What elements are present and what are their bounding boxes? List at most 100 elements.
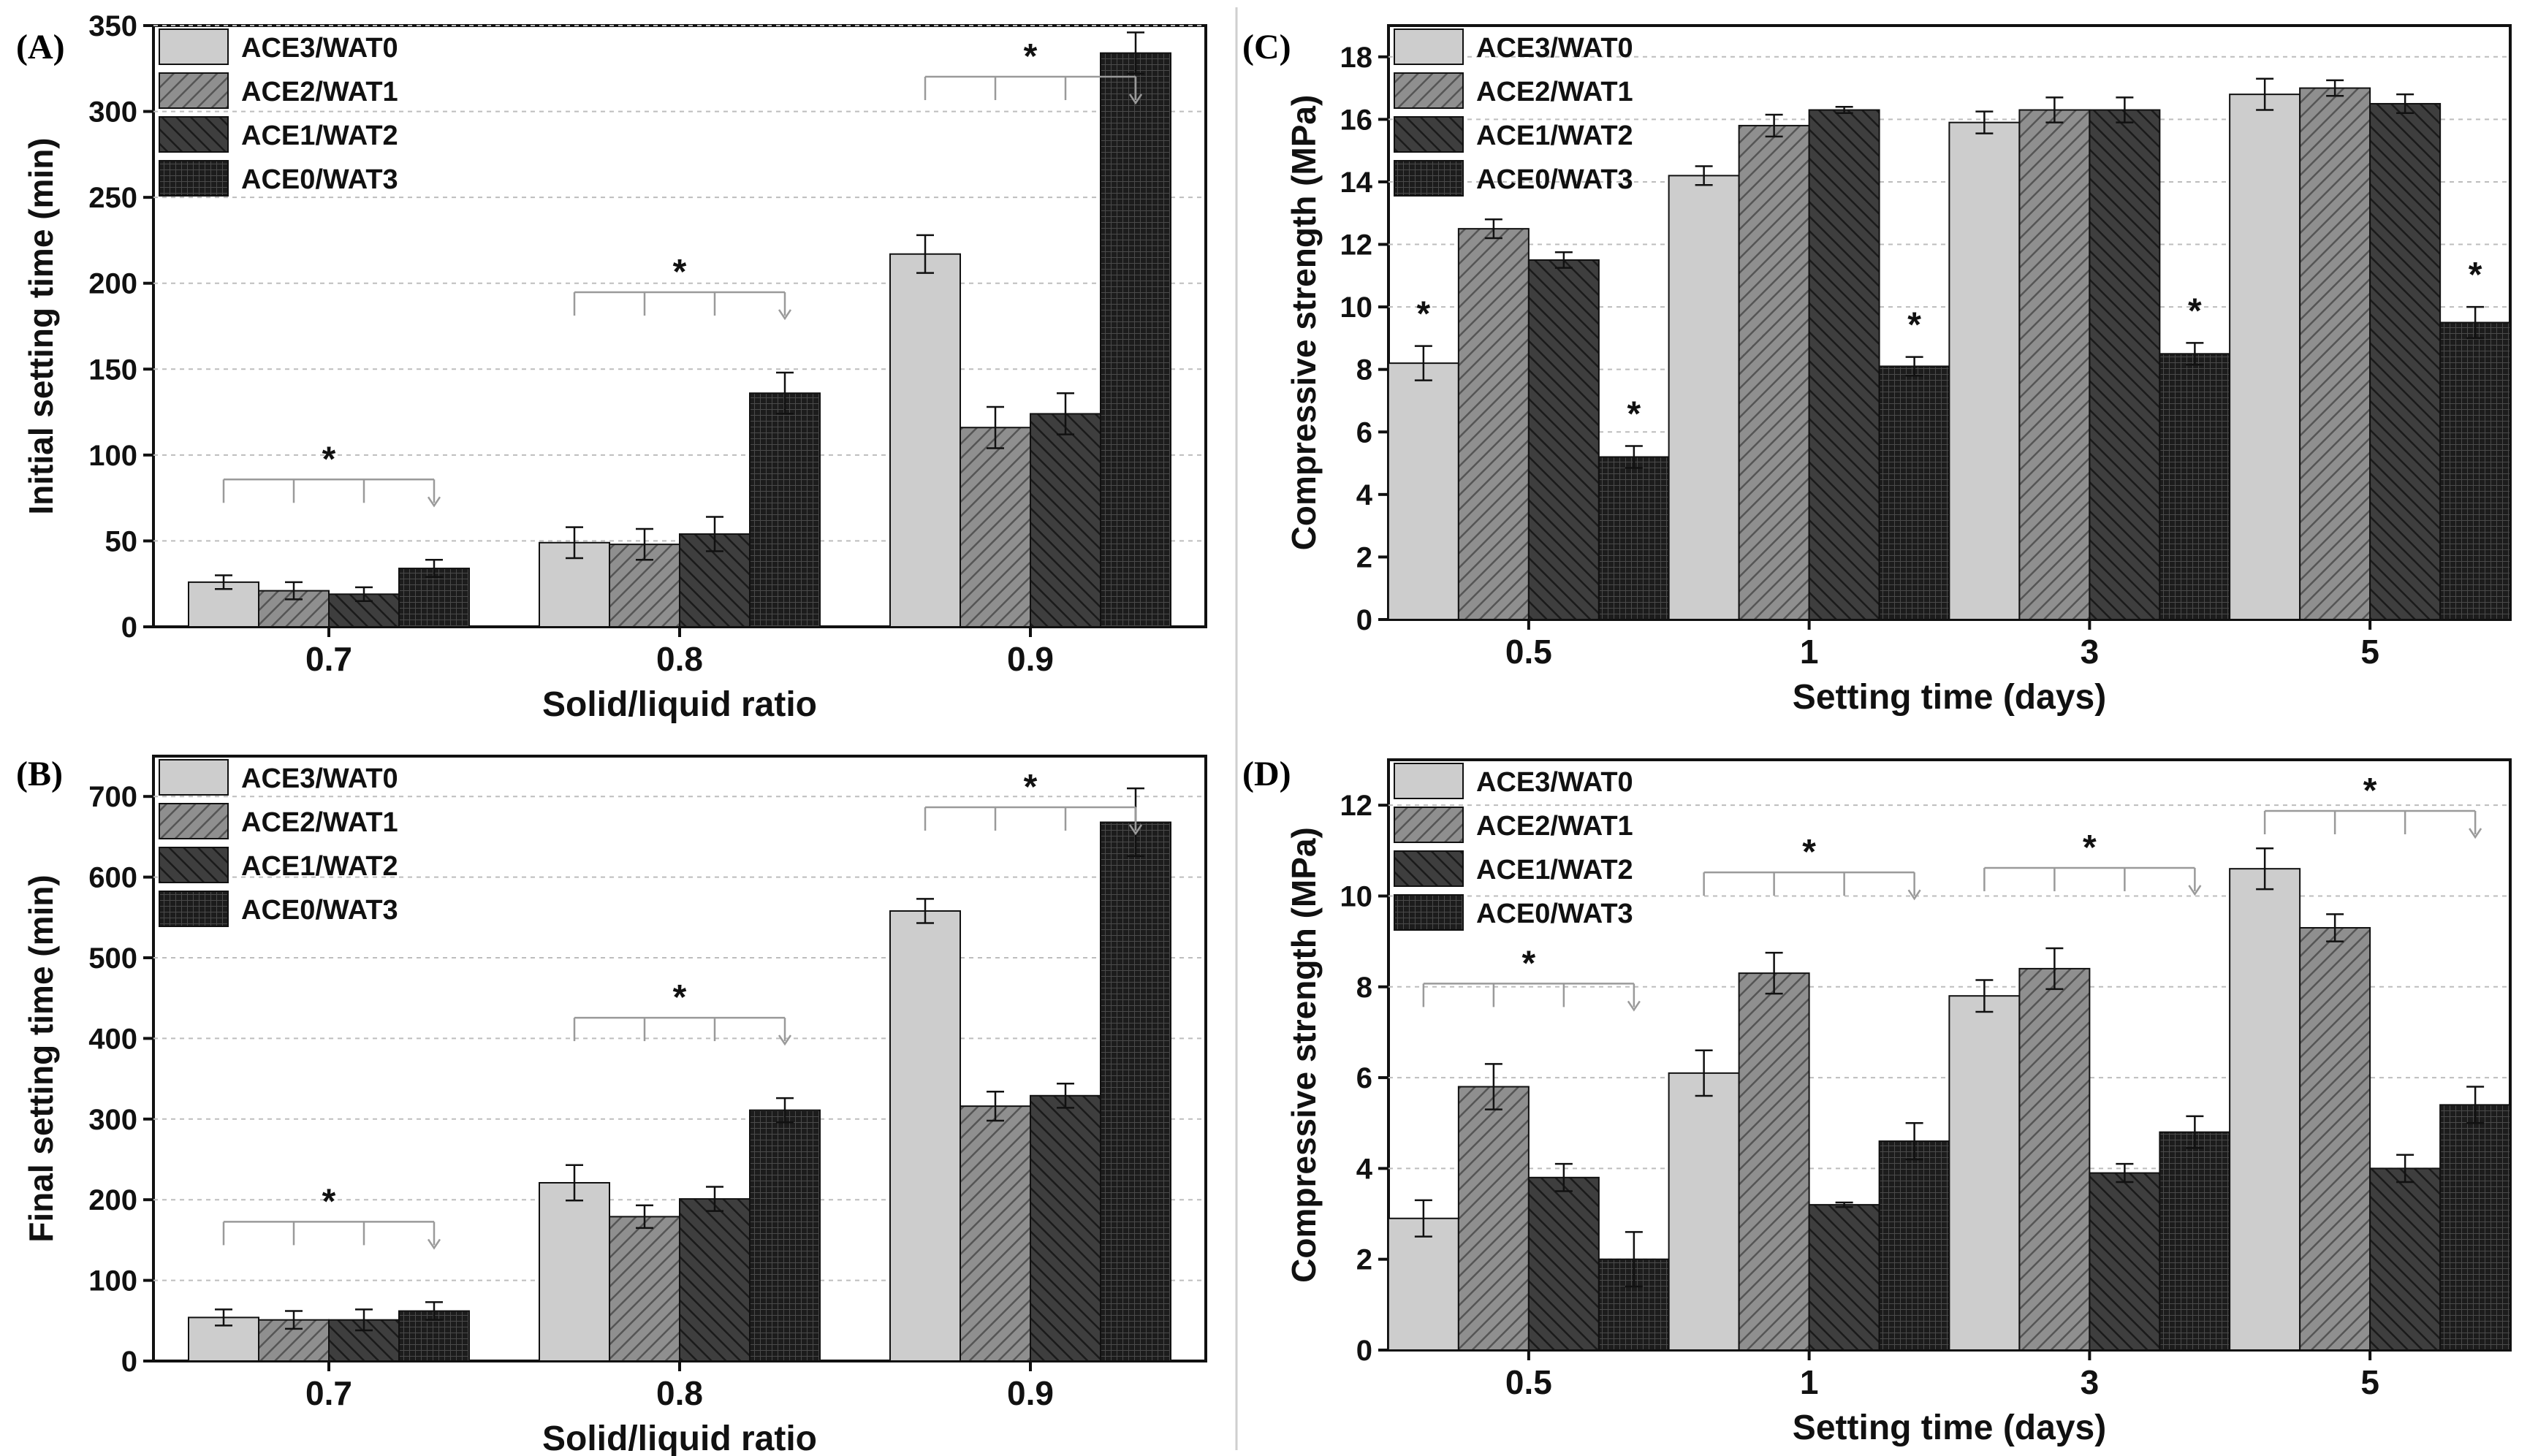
x-tick-label: 0.5 [1505, 1363, 1552, 1401]
bar-ace2-wat1-3 [2018, 109, 2091, 621]
legend-swatch-ace3-wat0 [159, 28, 229, 65]
bar-ace1-wat2-0-5 [1527, 1176, 1600, 1352]
bar-ace3-wat0-3 [1948, 995, 2021, 1351]
significance-star: * [322, 1182, 336, 1221]
bar-ace3-wat0-1 [1668, 1072, 1740, 1352]
bar-ace0-wat3-3 [2159, 1131, 2231, 1351]
y-tick-label: 250 [88, 182, 137, 214]
bar-ace3-wat0-5 [2229, 868, 2301, 1351]
legend-swatch-ace1-wat2 [159, 116, 229, 153]
legend-label-ace3-wat0: ACE3/WAT0 [1476, 33, 1633, 64]
legend-label-ace2-wat1: ACE2/WAT1 [1476, 811, 1633, 842]
legend-swatch-ace2-wat1 [159, 72, 229, 109]
bar-ace1-wat2-5 [2369, 102, 2442, 620]
significance-star: * [1627, 395, 1641, 434]
legend-swatch-ace3-wat0 [159, 759, 229, 796]
y-tick-label: 4 [1356, 479, 1373, 511]
y-tick-label: 10 [1340, 880, 1373, 912]
bar-ace0-wat3-5 [2439, 321, 2512, 620]
significance-star: * [2363, 771, 2377, 810]
y-tick-label: 8 [1356, 972, 1372, 1004]
y-tick-label: 300 [88, 96, 137, 129]
bar-ace0-wat3-0-5 [1597, 456, 1670, 621]
y-tick-label: 200 [88, 268, 137, 300]
legend-swatch-ace0-wat3 [1394, 894, 1464, 931]
y-tick-label: 150 [88, 354, 137, 386]
x-tick-label: 5 [2360, 633, 2379, 671]
bracket-arrow [1627, 1000, 1641, 1012]
y-tick-label: 16 [1340, 104, 1373, 136]
bar-ace2-wat1-5 [2299, 87, 2371, 621]
bar-ace0-wat3-0-8 [749, 1109, 821, 1362]
bracket-arrow [1128, 94, 1143, 105]
y-axis-title: Compressive strength (MPa) [1285, 827, 1323, 1283]
bar-ace1-wat2-5 [2369, 1167, 2442, 1352]
legend-label-ace2-wat1: ACE2/WAT1 [241, 807, 398, 838]
significance-star: * [2188, 291, 2202, 330]
y-tick-label: 18 [1340, 42, 1373, 74]
y-tick-label: 0 [1356, 1335, 1372, 1367]
bar-ace0-wat3-0-8 [749, 392, 821, 628]
significance-star: * [1417, 295, 1431, 334]
panel-letter: (C) [1242, 28, 1291, 66]
x-tick-label: 0.8 [656, 1374, 703, 1412]
y-tick-label: 600 [88, 862, 137, 894]
significance-star: * [1024, 768, 1038, 807]
bar-ace0-wat3-0-9 [1100, 821, 1171, 1362]
bar-ace1-wat2-0-5 [1527, 259, 1600, 620]
y-tick-label: 2 [1356, 541, 1372, 573]
bar-ace2-wat1-0-5 [1457, 1086, 1530, 1351]
legend-swatch-ace1-wat2 [159, 847, 229, 883]
bar-ace2-wat1-0-9 [960, 1105, 1031, 1362]
legend-label-ace3-wat0: ACE3/WAT0 [241, 763, 398, 794]
legend-swatch-ace0-wat3 [159, 891, 229, 927]
significance-star: * [673, 253, 687, 291]
y-tick-label: 50 [105, 525, 138, 557]
bracket-arrow [1128, 824, 1143, 836]
significance-star: * [2469, 256, 2482, 294]
x-tick-label: 0.7 [305, 640, 352, 678]
x-tick-label: 0.9 [1007, 1374, 1054, 1412]
significance-star: * [1024, 37, 1038, 76]
x-tick-label: 1 [1800, 1363, 1819, 1401]
legend-label-ace3-wat0: ACE3/WAT0 [1476, 767, 1633, 798]
legend-label-ace2-wat1: ACE2/WAT1 [241, 77, 398, 107]
legend-label-ace1-wat2: ACE1/WAT2 [241, 851, 398, 882]
x-tick-label: 3 [2081, 1363, 2100, 1401]
legend-swatch-ace0-wat3 [1394, 160, 1464, 197]
bracket-arrow [427, 496, 441, 508]
x-tick-label: 3 [2081, 633, 2100, 671]
y-tick-label: 14 [1340, 167, 1373, 199]
significance-star: * [322, 440, 336, 479]
y-tick-label: 12 [1340, 790, 1373, 822]
y-tick-label: 8 [1356, 354, 1372, 386]
y-tick-label: 0 [1356, 604, 1372, 636]
legend-swatch-ace0-wat3 [159, 160, 229, 197]
x-axis-title: Setting time (days) [1793, 1409, 2106, 1447]
x-tick-label: 0.5 [1505, 633, 1552, 671]
panel-a: 0 50 100 150 200 250 300 350 Initial setting tim… [16, 10, 1207, 724]
bar-ace2-wat1-0-8 [609, 1216, 680, 1362]
legend-swatch-ace1-wat2 [1394, 850, 1464, 887]
x-tick-label: 0.7 [305, 1374, 352, 1412]
y-tick-label: 100 [88, 1265, 137, 1297]
bar-ace1-wat2-3 [2089, 1172, 2161, 1351]
y-axis-title: Final setting time (min) [22, 874, 60, 1242]
bar-ace2-wat1-5 [2299, 926, 2371, 1351]
significance-star: * [2083, 828, 2097, 867]
legend-label-ace0-wat3: ACE0/WAT3 [241, 895, 398, 926]
legend-swatch-ace2-wat1 [1394, 72, 1464, 109]
bracket-arrow [778, 309, 792, 321]
legend-label-ace0-wat3: ACE0/WAT3 [241, 164, 398, 195]
significance-star: * [673, 978, 687, 1017]
bar-ace1-wat2-1 [1808, 1204, 1880, 1351]
x-tick-label: 5 [2360, 1363, 2379, 1401]
legend-label-ace0-wat3: ACE0/WAT3 [1476, 164, 1633, 195]
bar-ace0-wat3-1 [1878, 1140, 1950, 1351]
legend-label-ace2-wat1: ACE2/WAT1 [1476, 77, 1633, 107]
bar-ace0-wat3-1 [1878, 365, 1950, 620]
y-tick-label: 12 [1340, 229, 1373, 262]
bracket-arrow [2469, 828, 2482, 839]
y-axis-title: Compressive strength (MPa) [1285, 95, 1323, 551]
bracket-arrow [427, 1238, 441, 1250]
